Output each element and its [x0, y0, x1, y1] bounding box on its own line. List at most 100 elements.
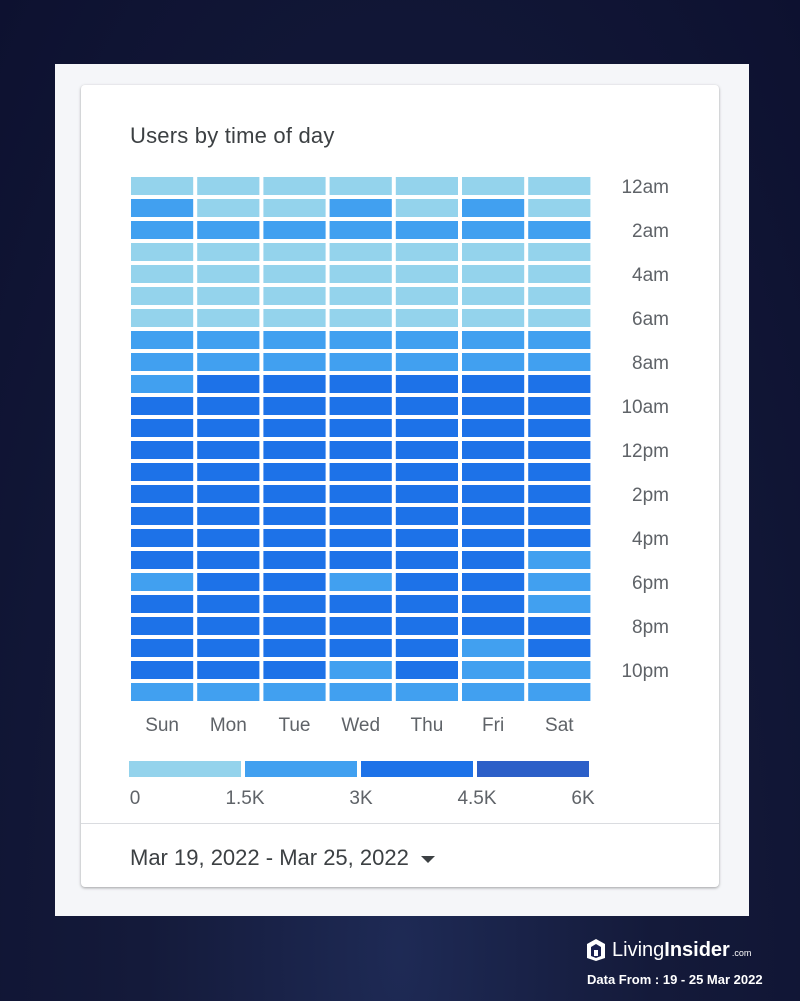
heatmap-cell-mon-5pm[interactable] — [197, 551, 260, 569]
heatmap-cell-wed-2pm[interactable] — [329, 485, 392, 503]
heatmap-cell-tue-9pm[interactable] — [263, 639, 326, 657]
heatmap-cell-thu-10pm[interactable] — [395, 661, 458, 679]
heatmap-cell-mon-10pm[interactable] — [197, 661, 260, 679]
heatmap-cell-thu-2am[interactable] — [395, 221, 458, 239]
heatmap-cell-tue-1am[interactable] — [263, 199, 326, 217]
heatmap-cell-tue-8am[interactable] — [263, 353, 326, 371]
heatmap-cell-sat-9pm[interactable] — [528, 639, 591, 657]
heatmap-cell-thu-7am[interactable] — [395, 331, 458, 349]
heatmap-cell-fri-1pm[interactable] — [462, 463, 525, 481]
heatmap-cell-wed-9am[interactable] — [329, 375, 392, 393]
heatmap-cell-thu-8pm[interactable] — [395, 617, 458, 635]
heatmap-cell-fri-3am[interactable] — [462, 243, 525, 261]
heatmap-cell-sat-5am[interactable] — [528, 287, 591, 305]
heatmap-cell-sat-10am[interactable] — [528, 397, 591, 415]
heatmap-cell-wed-4pm[interactable] — [329, 529, 392, 547]
heatmap-cell-sat-12pm[interactable] — [528, 441, 591, 459]
heatmap-cell-sat-7am[interactable] — [528, 331, 591, 349]
heatmap-cell-fri-1am[interactable] — [462, 199, 525, 217]
heatmap-cell-mon-8am[interactable] — [197, 353, 260, 371]
heatmap-cell-wed-12pm[interactable] — [329, 441, 392, 459]
heatmap-cell-tue-10pm[interactable] — [263, 661, 326, 679]
heatmap-cell-wed-6pm[interactable] — [329, 573, 392, 591]
heatmap-cell-mon-6pm[interactable] — [197, 573, 260, 591]
heatmap-cell-wed-10pm[interactable] — [329, 661, 392, 679]
heatmap-cell-sat-2pm[interactable] — [528, 485, 591, 503]
heatmap-cell-mon-10am[interactable] — [197, 397, 260, 415]
heatmap-cell-tue-7am[interactable] — [263, 331, 326, 349]
heatmap-cell-mon-4pm[interactable] — [197, 529, 260, 547]
heatmap-cell-sun-2pm[interactable] — [131, 485, 194, 503]
heatmap-cell-wed-8pm[interactable] — [329, 617, 392, 635]
heatmap-cell-fri-8pm[interactable] — [462, 617, 525, 635]
heatmap-cell-sun-4pm[interactable] — [131, 529, 194, 547]
heatmap-cell-sat-11pm[interactable] — [528, 683, 591, 701]
heatmap-cell-wed-10am[interactable] — [329, 397, 392, 415]
heatmap-cell-thu-6am[interactable] — [395, 309, 458, 327]
heatmap-cell-mon-7pm[interactable] — [197, 595, 260, 613]
heatmap-cell-sat-9am[interactable] — [528, 375, 591, 393]
heatmap-cell-tue-4am[interactable] — [263, 265, 326, 283]
heatmap-cell-thu-9pm[interactable] — [395, 639, 458, 657]
heatmap-cell-sun-8pm[interactable] — [131, 617, 194, 635]
heatmap-cell-sat-11am[interactable] — [528, 419, 591, 437]
heatmap-cell-tue-1pm[interactable] — [263, 463, 326, 481]
date-range-selector[interactable]: Mar 19, 2022 - Mar 25, 2022 — [130, 843, 435, 873]
heatmap-cell-thu-5pm[interactable] — [395, 551, 458, 569]
heatmap-cell-mon-8pm[interactable] — [197, 617, 260, 635]
heatmap-cell-wed-6am[interactable] — [329, 309, 392, 327]
heatmap-cell-sat-10pm[interactable] — [528, 661, 591, 679]
heatmap-cell-wed-3am[interactable] — [329, 243, 392, 261]
heatmap-cell-tue-12am[interactable] — [263, 177, 326, 195]
heatmap-cell-thu-4pm[interactable] — [395, 529, 458, 547]
heatmap-cell-sun-3pm[interactable] — [131, 507, 194, 525]
heatmap-cell-sat-8am[interactable] — [528, 353, 591, 371]
heatmap-cell-thu-11am[interactable] — [395, 419, 458, 437]
heatmap-cell-thu-7pm[interactable] — [395, 595, 458, 613]
heatmap-cell-thu-4am[interactable] — [395, 265, 458, 283]
heatmap-cell-wed-12am[interactable] — [329, 177, 392, 195]
heatmap-cell-sun-1pm[interactable] — [131, 463, 194, 481]
heatmap-cell-fri-4pm[interactable] — [462, 529, 525, 547]
heatmap-cell-tue-8pm[interactable] — [263, 617, 326, 635]
heatmap-cell-thu-12pm[interactable] — [395, 441, 458, 459]
heatmap-cell-thu-5am[interactable] — [395, 287, 458, 305]
heatmap-cell-fri-7am[interactable] — [462, 331, 525, 349]
heatmap-cell-thu-10am[interactable] — [395, 397, 458, 415]
heatmap-cell-fri-9am[interactable] — [462, 375, 525, 393]
heatmap-cell-mon-5am[interactable] — [197, 287, 260, 305]
heatmap-cell-thu-1pm[interactable] — [395, 463, 458, 481]
heatmap-cell-sat-2am[interactable] — [528, 221, 591, 239]
heatmap-cell-wed-9pm[interactable] — [329, 639, 392, 657]
heatmap-cell-tue-10am[interactable] — [263, 397, 326, 415]
heatmap-cell-tue-3pm[interactable] — [263, 507, 326, 525]
heatmap-cell-fri-12pm[interactable] — [462, 441, 525, 459]
heatmap-cell-wed-8am[interactable] — [329, 353, 392, 371]
heatmap-cell-fri-10am[interactable] — [462, 397, 525, 415]
heatmap-cell-wed-4am[interactable] — [329, 265, 392, 283]
heatmap-cell-fri-5pm[interactable] — [462, 551, 525, 569]
heatmap-cell-thu-12am[interactable] — [395, 177, 458, 195]
heatmap-cell-wed-1am[interactable] — [329, 199, 392, 217]
heatmap-cell-sat-7pm[interactable] — [528, 595, 591, 613]
heatmap-cell-sat-6am[interactable] — [528, 309, 591, 327]
heatmap-cell-thu-1am[interactable] — [395, 199, 458, 217]
heatmap-cell-wed-11am[interactable] — [329, 419, 392, 437]
heatmap-cell-fri-6am[interactable] — [462, 309, 525, 327]
heatmap-cell-sat-8pm[interactable] — [528, 617, 591, 635]
heatmap-cell-sun-5am[interactable] — [131, 287, 194, 305]
heatmap-cell-tue-5pm[interactable] — [263, 551, 326, 569]
heatmap-cell-thu-3am[interactable] — [395, 243, 458, 261]
heatmap-cell-fri-8am[interactable] — [462, 353, 525, 371]
heatmap-cell-tue-11am[interactable] — [263, 419, 326, 437]
heatmap-cell-tue-4pm[interactable] — [263, 529, 326, 547]
heatmap-cell-wed-1pm[interactable] — [329, 463, 392, 481]
heatmap-cell-sun-9am[interactable] — [131, 375, 194, 393]
heatmap-cell-sun-6pm[interactable] — [131, 573, 194, 591]
heatmap-cell-mon-6am[interactable] — [197, 309, 260, 327]
heatmap-cell-wed-7pm[interactable] — [329, 595, 392, 613]
heatmap-cell-wed-5pm[interactable] — [329, 551, 392, 569]
heatmap-cell-wed-2am[interactable] — [329, 221, 392, 239]
heatmap-cell-tue-11pm[interactable] — [263, 683, 326, 701]
heatmap-cell-sat-3am[interactable] — [528, 243, 591, 261]
